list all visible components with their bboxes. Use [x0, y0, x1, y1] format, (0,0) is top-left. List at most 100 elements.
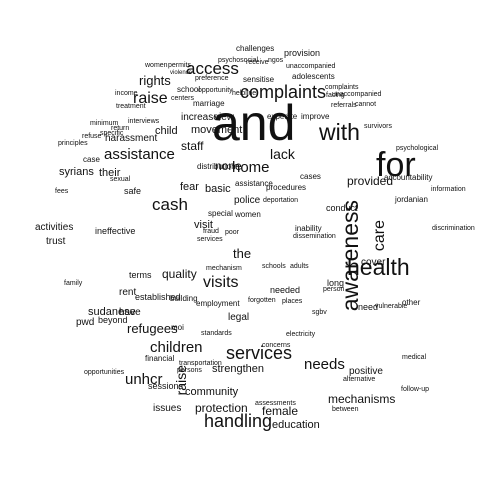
word-basic-32: basic — [205, 183, 231, 195]
word-concerns-136: concerns — [262, 342, 291, 349]
word-trust-57: trust — [46, 236, 66, 247]
word-community-23: community — [185, 386, 239, 398]
word-legal-78: legal — [228, 312, 250, 323]
word-services-72: services — [197, 236, 223, 243]
word-unhcr-15: unhcr — [125, 371, 163, 388]
word-distribution-91: distribution — [197, 162, 236, 171]
word-centers-113: centers — [171, 95, 194, 102]
word-sessions-98: sessions — [148, 381, 184, 391]
word-activities-56: activities — [35, 222, 74, 233]
word-adolescents-44: adolescents — [292, 72, 335, 81]
word-with-3: with — [319, 119, 360, 145]
word-syrians-54: syrians — [59, 166, 94, 178]
word-staff-26: staff — [181, 139, 204, 153]
word-pwd-59: pwd — [76, 317, 95, 328]
word-employment-77: employment — [196, 299, 240, 308]
word-access-8: access — [186, 59, 239, 78]
word-inability-125: inability — [295, 224, 322, 233]
word-protection-20: protection — [195, 401, 248, 415]
word-permits-109: permits — [168, 62, 191, 69]
word-receive-114: receive — [246, 59, 269, 66]
word-terms-103: terms — [129, 270, 152, 280]
word-cases-85: cases — [300, 172, 321, 181]
word-sudanese-58: sudanese — [88, 306, 136, 318]
word-and-0: and — [212, 95, 296, 151]
word-lack-29: lack — [270, 146, 295, 162]
word-psychosocial-41: psychosocial — [218, 57, 259, 64]
word-procedures-90: procedures — [266, 183, 307, 192]
word-care-19: care — [371, 220, 388, 252]
word-special-65: special — [208, 209, 233, 218]
word-women-66: women — [235, 210, 261, 219]
word-strengthen-25: strengthen — [212, 363, 264, 375]
word-other-132: other — [402, 298, 421, 307]
word-female-21: female — [262, 404, 299, 418]
word-education-24: education — [272, 419, 320, 431]
word-opportunity-112: opportunity — [198, 87, 233, 94]
word-mechanisms-22: mechanisms — [328, 392, 396, 406]
word-moi-99: moi — [171, 323, 184, 332]
word-movement-51: movement — [191, 124, 243, 136]
word-needs-17: needs — [304, 356, 345, 373]
word-ineffective-124: ineffective — [95, 226, 136, 236]
word-treatment-106: treatment — [116, 103, 146, 110]
word-sgbv-93: sgbv — [312, 309, 327, 316]
word-child-52: child — [155, 125, 178, 137]
word-fear-33: fear — [180, 181, 199, 193]
word-safe-63: safe — [124, 186, 142, 196]
word-ngos-42: ngos — [268, 57, 284, 64]
word-principles-120: principles — [58, 140, 88, 147]
word-quality-28: quality — [162, 267, 197, 281]
word-accountability-83: accountability — [384, 173, 433, 182]
word-marriage-45: marriage — [193, 99, 225, 108]
word-refuse-105: refuse — [82, 133, 102, 140]
word-dissemination-126: dissemination — [293, 233, 336, 240]
word-awareness-4: awareness — [337, 200, 363, 312]
word-complaints-116: complaints — [325, 84, 359, 91]
word-conduct-38: conduct — [326, 203, 358, 213]
word-specific-104: specific — [100, 130, 124, 137]
word-facing-119: facing — [326, 92, 345, 99]
word-forgotten-134: forgotten — [248, 297, 276, 304]
word-complaints-6: complaints — [240, 82, 327, 102]
word-opportunities-71: opportunities — [84, 369, 125, 376]
word-persons-141: persons — [177, 367, 202, 374]
word-building-102: building — [170, 294, 198, 303]
word-places-133: places — [282, 298, 303, 305]
word-raise-11: raise — [133, 90, 168, 107]
word-cannot-118: cannot — [355, 101, 377, 108]
word-mechanism-100: mechanism — [206, 265, 242, 272]
word-fees-138: fees — [55, 188, 69, 195]
word-visit-62: visit — [194, 219, 213, 231]
word-issues-36: issues — [153, 403, 182, 414]
word-transportation-69: transportation — [179, 360, 222, 367]
word-needed-67: needed — [270, 285, 301, 295]
word-provision-40: provision — [284, 48, 321, 58]
word-sexual-139: sexual — [110, 176, 131, 183]
word-increase-49: increase — [181, 112, 219, 123]
word-unaccompanied-43: unaccompanied — [286, 63, 336, 70]
word-violence-110: violence — [170, 70, 193, 76]
word-handling-7: handling — [204, 411, 273, 431]
word-minimum-121: minimum — [90, 120, 119, 127]
word-rent-37: rent — [119, 287, 137, 298]
word-challenges-39: challenges — [236, 44, 275, 53]
word-preference-111: preference — [195, 75, 229, 82]
word-their-55: their — [99, 167, 121, 179]
word-medical-94: medical — [402, 354, 427, 361]
word-established-101: established — [135, 292, 181, 302]
word-electricity-135: electricity — [286, 331, 316, 338]
word-financial-70: financial — [145, 354, 175, 363]
word-assessments-68: assessments — [255, 400, 296, 407]
word-fraud-79: fraud — [203, 228, 219, 235]
word-assistance-9: assistance — [104, 146, 175, 163]
word-home-18: home — [232, 159, 270, 176]
word-health-2: health — [347, 254, 410, 280]
word-sensitise-46: sensitise — [243, 75, 275, 84]
word-refugees-14: refugees — [127, 321, 178, 336]
word-follow-up-96: follow-up — [401, 386, 430, 393]
word-the-27: the — [233, 246, 252, 261]
word-adults-128: adults — [290, 263, 309, 270]
word-poor-75: poor — [225, 229, 240, 236]
word-rights-12: rights — [139, 73, 171, 88]
